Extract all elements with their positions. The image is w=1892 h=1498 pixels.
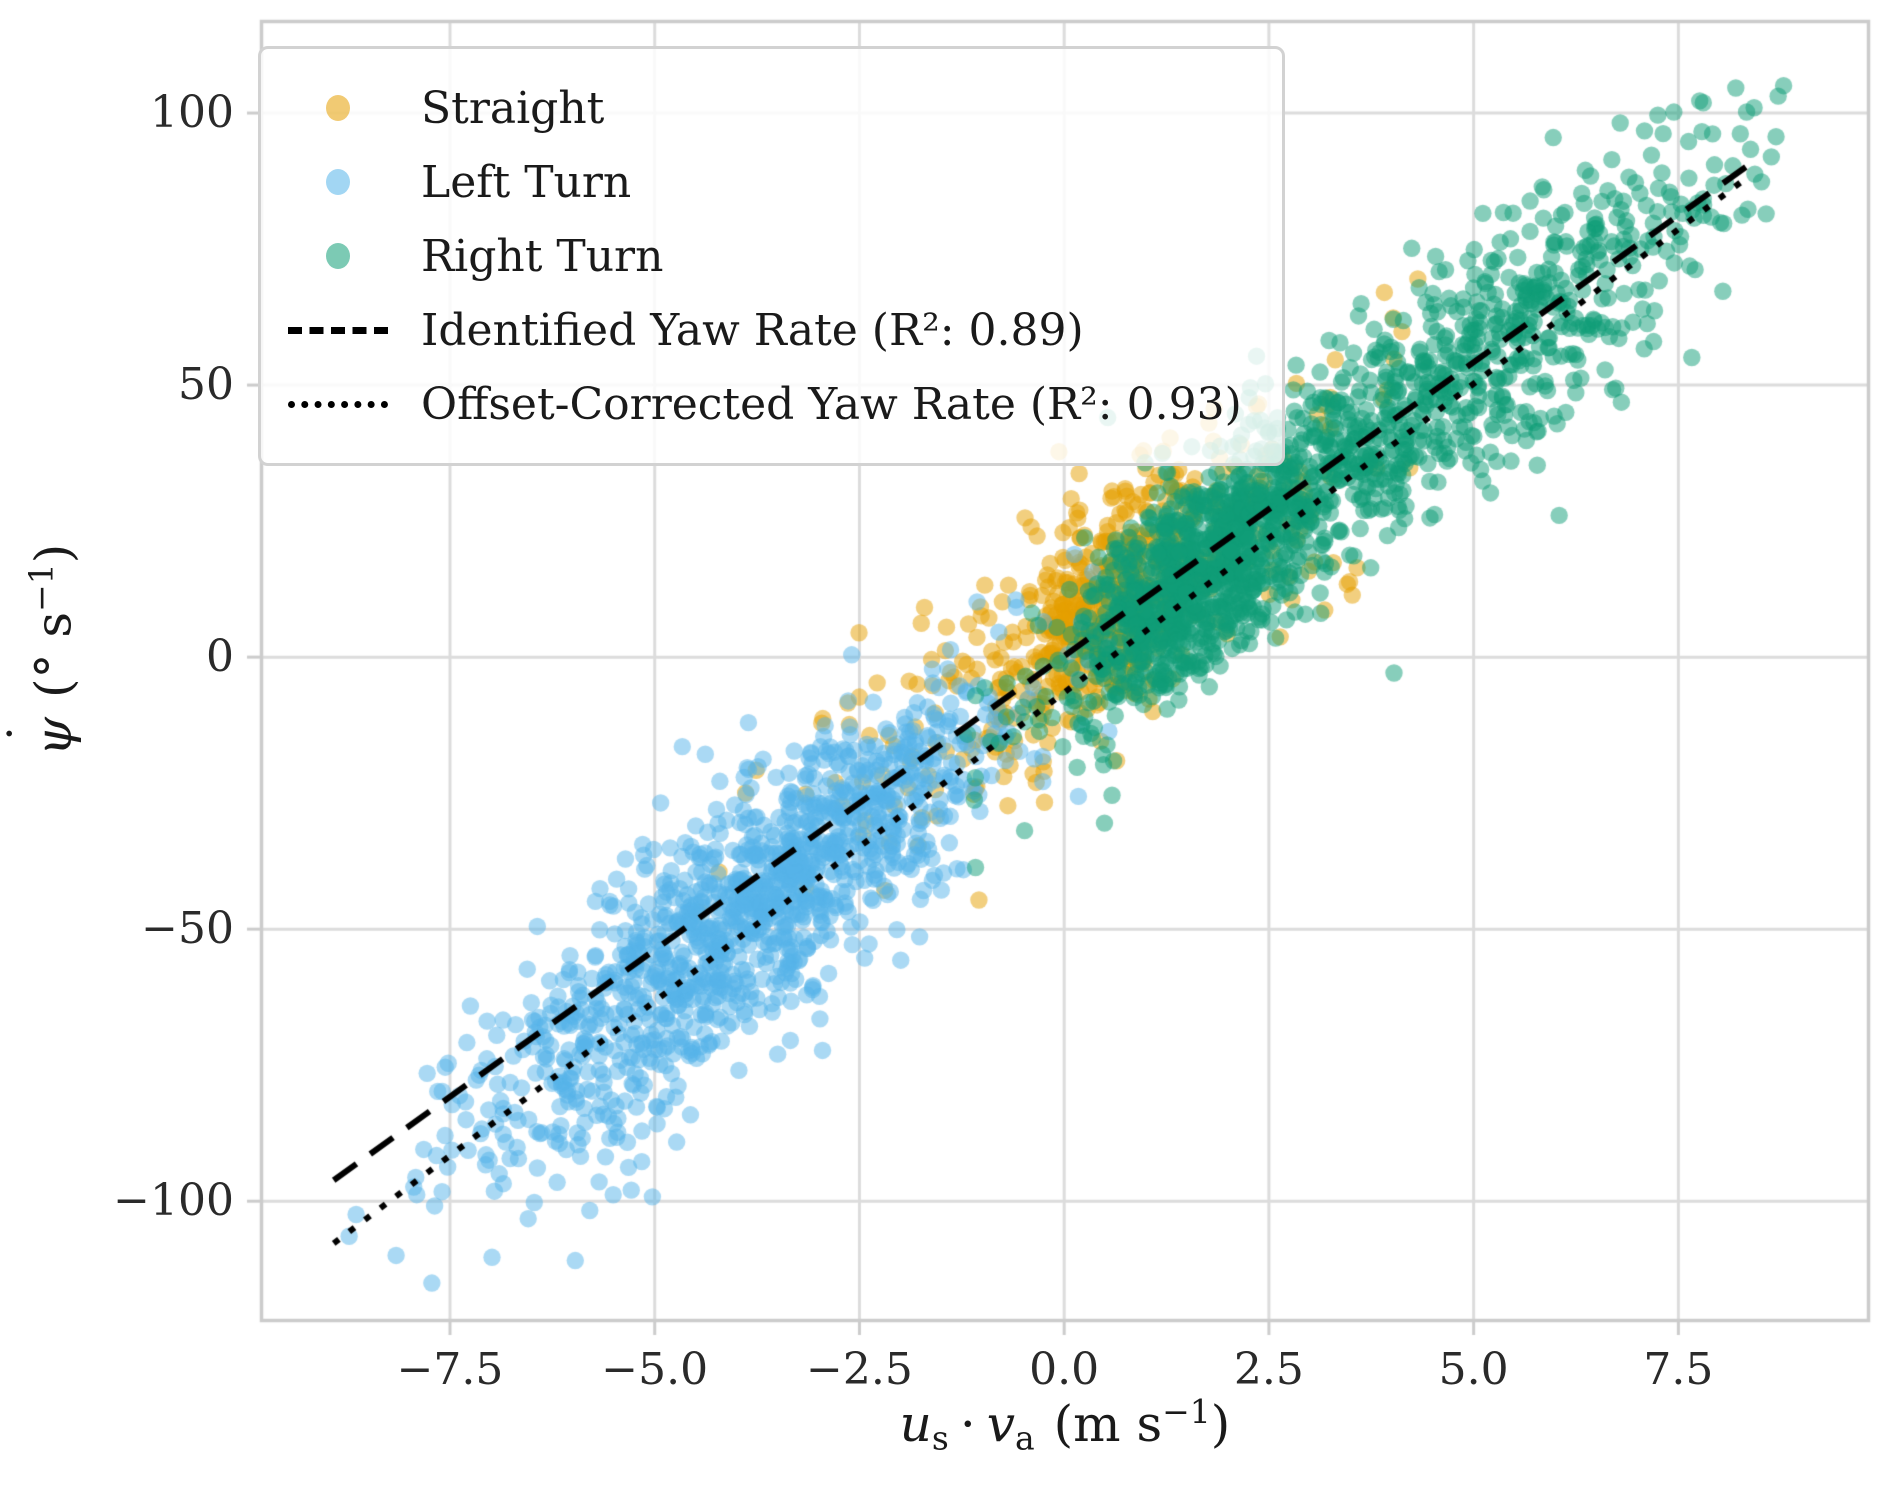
x-tick-label: 7.5 xyxy=(1643,1344,1714,1395)
ylabel-unit: (° s xyxy=(24,611,83,699)
y-tick-label: 0 xyxy=(206,631,234,683)
legend-item-straight: Straight xyxy=(283,71,1242,145)
x-tick-label: −7.5 xyxy=(396,1344,504,1395)
x-axis-label: us · va (m s−1) xyxy=(900,1392,1231,1457)
y-tick-label: 100 xyxy=(150,87,234,139)
legend-item-offset-corrected-yaw-rate: Offset-Corrected Yaw Rate (R²: 0.93) xyxy=(283,367,1242,441)
x-tick-label: 5.0 xyxy=(1438,1344,1509,1395)
xlabel-u-subscript: s xyxy=(931,1418,949,1458)
legend-item-right-turn: Right Turn xyxy=(283,219,1242,293)
xlabel-u: u xyxy=(899,1395,932,1454)
dashed-line-icon xyxy=(288,326,388,334)
right-turn-dot-icon xyxy=(326,243,350,269)
left-turn-dot-icon xyxy=(326,169,350,195)
legend-label-left-turn: Left Turn xyxy=(421,156,632,208)
ylabel-overdot: ˙ xyxy=(0,720,57,746)
y-tick-label: −50 xyxy=(141,903,234,955)
xlabel-v: v xyxy=(986,1395,1015,1454)
xlabel-unit-close: ) xyxy=(1210,1395,1231,1454)
legend-item-left-turn: Left Turn xyxy=(283,145,1242,219)
xlabel-v-subscript: a xyxy=(1014,1418,1035,1458)
legend-label-straight: Straight xyxy=(421,82,605,134)
x-tick-label: 2.5 xyxy=(1233,1344,1304,1395)
xlabel-unit-exponent: −1 xyxy=(1162,1392,1211,1431)
x-tick-label: 0.0 xyxy=(1029,1344,1100,1395)
legend-label-offset-corrected-yaw-rate: Offset-Corrected Yaw Rate (R²: 0.93) xyxy=(421,378,1242,430)
straight-dot-icon xyxy=(326,95,350,121)
xlabel-dot-operator: · xyxy=(959,1395,976,1454)
y-axis-label: ψ ˙ (° s−1) xyxy=(0,543,83,756)
xlabel-unit: (m s xyxy=(1053,1395,1163,1454)
legend: Straight Left Turn Right Turn Identified… xyxy=(258,46,1285,466)
ylabel-unit-close: ) xyxy=(24,543,83,564)
legend-item-identified-yaw-rate: Identified Yaw Rate (R²: 0.89) xyxy=(283,293,1242,367)
y-tick-label: −100 xyxy=(113,1175,234,1227)
x-tick-label: −2.5 xyxy=(806,1344,913,1395)
dotted-line-icon xyxy=(288,400,388,408)
y-tick-label: 50 xyxy=(178,359,234,411)
legend-label-right-turn: Right Turn xyxy=(421,230,664,282)
x-tick-label: −5.0 xyxy=(601,1344,709,1395)
legend-label-identified-yaw-rate: Identified Yaw Rate (R²: 0.89) xyxy=(421,304,1084,356)
ylabel-unit-exponent: −1 xyxy=(21,563,61,612)
